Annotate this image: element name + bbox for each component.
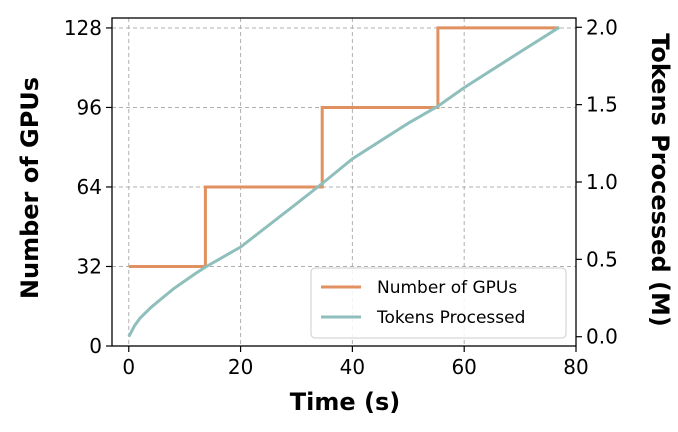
- y-left-tick-label: 96: [77, 95, 102, 119]
- x-axis-title: Time (s): [290, 388, 400, 416]
- x-tick-label: 60: [451, 355, 476, 379]
- legend-box: [310, 267, 567, 339]
- y-axis-left-title: Number of GPUs: [16, 77, 44, 299]
- y-right-tick-label: 1.0: [586, 170, 618, 194]
- axis-ticks: 0 20 40 60 80 0 32 64 96 128 0.0 0.5 1.0 1.5 2.0: [64, 15, 618, 379]
- y-left-tick-label: 32: [77, 254, 102, 278]
- y-left-tick-label: 64: [77, 175, 102, 199]
- x-tick-label: 40: [340, 355, 365, 379]
- legend: Number of GPUs Tokens Processed: [310, 267, 567, 339]
- y-axis-right-title: Tokens Processed (M): [646, 33, 674, 327]
- legend-label-gpus: Number of GPUs: [377, 278, 517, 298]
- y-right-tick-label: 2.0: [586, 15, 618, 39]
- x-tick-label: 80: [563, 355, 588, 379]
- y-right-tick-label: 0.0: [586, 325, 618, 349]
- x-tick-label: 0: [122, 355, 135, 379]
- y-right-tick-label: 1.5: [586, 93, 618, 117]
- series-line-tokens: [127, 26, 561, 338]
- y-right-tick-label: 0.5: [586, 247, 618, 271]
- y-left-tick-label: 0: [89, 334, 102, 358]
- series-layer: [127, 26, 561, 338]
- x-tick-label: 20: [228, 355, 253, 379]
- legend-label-tokens: Tokens Processed: [376, 308, 525, 328]
- y-left-tick-label: 128: [64, 16, 102, 40]
- series-line-gpus: [128, 26, 560, 268]
